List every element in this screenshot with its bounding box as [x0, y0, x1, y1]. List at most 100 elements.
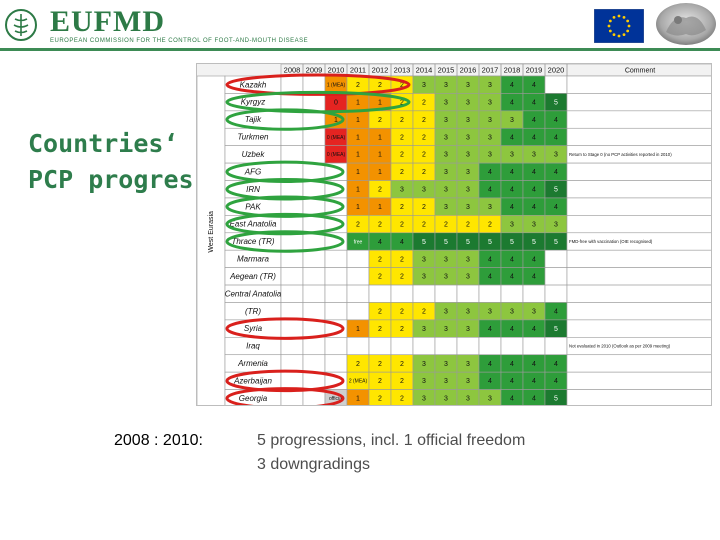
stage-value: 3 [488, 309, 492, 316]
stage-value: 4 [510, 204, 514, 211]
stage-value: 2 [400, 117, 404, 124]
slide-title-line-2: PCP progres [28, 165, 194, 194]
stage-value: 4 [488, 169, 492, 176]
stage-value: 3 [444, 169, 448, 176]
stage-value: 3 [444, 309, 448, 316]
stage-cell [302, 93, 326, 112]
stage-value: 4 [532, 396, 536, 403]
stage-value: 4 [554, 204, 558, 211]
country-name: Uzbek [242, 150, 266, 159]
stage-value: 4 [554, 169, 558, 176]
stage-value: 3 [466, 361, 470, 368]
stage-value: 2 [444, 221, 448, 228]
comment-cell [566, 215, 711, 234]
header-divider [0, 48, 720, 51]
table-header-bg [197, 64, 711, 76]
stage-value: 5 [488, 239, 492, 246]
stage-value: 2 [400, 309, 404, 316]
stage-value: 4 [488, 187, 492, 194]
stage-cell [280, 75, 304, 94]
eu-star [607, 24, 611, 28]
comment-cell [566, 127, 711, 146]
stage-cell [478, 337, 502, 356]
stage-value: 4 [510, 169, 514, 176]
stage-value: 1 [334, 117, 338, 124]
stage-value: free [354, 239, 363, 245]
stage-value: 1 [356, 99, 360, 106]
stage-value: 2 [400, 274, 404, 281]
stage-value: 2 [400, 221, 404, 228]
stage-value: 1 [356, 326, 360, 333]
stage-value: 2 [400, 169, 404, 176]
eu-star [622, 33, 626, 37]
stage-value: 2 [422, 221, 426, 228]
stage-value: 2 [400, 99, 404, 106]
comment-cell [566, 284, 711, 303]
stage-cell [390, 337, 414, 356]
stage-value: 2 [400, 378, 404, 385]
stage-value: 3 [466, 378, 470, 385]
stage-value: 4 [532, 204, 536, 211]
stage-value: 2 [378, 378, 382, 385]
stage-value: 4 [532, 256, 536, 263]
stage-cell [346, 249, 370, 268]
stage-value: 3 [422, 326, 426, 333]
stage-value: 3 [532, 309, 536, 316]
country-name: Azerbaijan [233, 376, 272, 385]
stage-cell [412, 284, 436, 303]
stage-value: 2 [378, 256, 382, 263]
stage-cell [456, 337, 480, 356]
comment-cell [566, 371, 711, 390]
stage-value: 4 [532, 187, 536, 194]
stage-value: 3 [444, 396, 448, 403]
stage-value: 3 [554, 152, 558, 159]
stage-value: 5 [554, 187, 558, 194]
stage-cell [434, 284, 458, 303]
year-header-label: 2014 [416, 65, 433, 74]
stage-value: 2 [378, 117, 382, 124]
stage-value: 4 [378, 239, 382, 246]
highlight-oval-green [225, 212, 345, 236]
stage-value: 1 (MEA) [327, 83, 346, 89]
stage-value: 3 [444, 274, 448, 281]
stage-value: 2 [400, 256, 404, 263]
stage-cell [346, 267, 370, 286]
stage-value: 4 [510, 187, 514, 194]
stage-value: 4 [554, 117, 558, 124]
stage-value: 3 [444, 326, 448, 333]
stage-value: 4 [554, 361, 558, 368]
stage-value: 4 [510, 326, 514, 333]
stage-value: 1 [378, 169, 382, 176]
stage-cell [390, 284, 414, 303]
stage-value: 2 [422, 169, 426, 176]
stage-cell [544, 337, 568, 356]
stage-value: 3 [466, 326, 470, 333]
logo-subtitle: EUROPEAN COMMISSION FOR THE CONTROL OF F… [50, 38, 309, 44]
stage-value: 3 [422, 378, 426, 385]
eu-star [608, 29, 612, 33]
stage-value: 4 [510, 274, 514, 281]
comment-cell [566, 267, 711, 286]
stage-value: 2 [400, 326, 404, 333]
stage-value: 5 [554, 99, 558, 106]
stage-cell [324, 354, 348, 373]
stage-cell [324, 302, 348, 321]
stage-value: 3 [466, 309, 470, 316]
stage-value: 3 [488, 152, 492, 159]
year-header-label: 2010 [328, 65, 345, 74]
comment-cell [566, 180, 711, 199]
stage-value: 3 [466, 99, 470, 106]
stage-value: 3 [466, 117, 470, 124]
stage-value: 3 [422, 187, 426, 194]
stage-value: 5 [532, 239, 536, 246]
year-header-label: 2008 [284, 65, 301, 74]
stage-value: 3 [444, 361, 448, 368]
stage-value: 1 [356, 187, 360, 194]
stage-value: 4 [510, 99, 514, 106]
stage-value: 3 [488, 134, 492, 141]
stage-value: 4 [488, 326, 492, 333]
stage-value: 3 [422, 396, 426, 403]
slide-title: Countries‘ PCP progres [28, 126, 194, 198]
comment-cell [566, 93, 711, 112]
stage-value: 4 [400, 239, 404, 246]
